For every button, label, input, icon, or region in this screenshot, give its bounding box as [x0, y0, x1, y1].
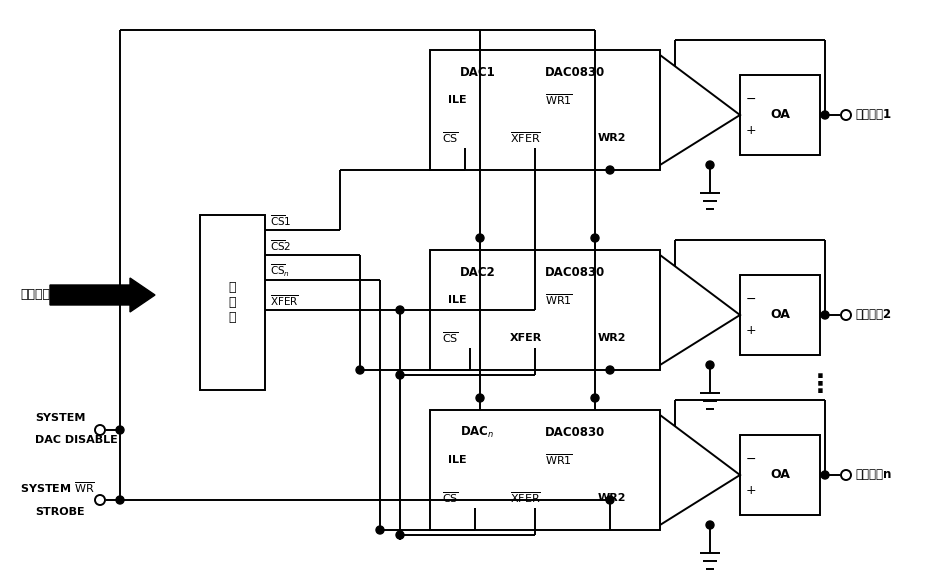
Polygon shape: [660, 55, 740, 165]
Text: $\overline{\mathrm{CS}}$1: $\overline{\mathrm{CS}}$1: [270, 214, 291, 228]
Text: −: −: [746, 92, 757, 106]
Text: SYSTEM $\overline{\mathrm{WR}}$: SYSTEM $\overline{\mathrm{WR}}$: [20, 481, 95, 495]
Text: 模拟输出1: 模拟输出1: [855, 109, 891, 121]
Circle shape: [606, 166, 614, 174]
Circle shape: [116, 426, 124, 434]
Text: $\overline{\mathrm{CS}}_n$: $\overline{\mathrm{CS}}_n$: [270, 263, 290, 279]
Circle shape: [396, 371, 404, 379]
Bar: [200, 215, 265, 390]
Text: DAC0830: DAC0830: [545, 65, 605, 79]
Circle shape: [476, 394, 484, 402]
Circle shape: [356, 366, 364, 374]
Circle shape: [95, 495, 105, 505]
Text: DAC DISABLE: DAC DISABLE: [35, 435, 117, 445]
Text: $\overline{\mathrm{CS}}$2: $\overline{\mathrm{CS}}$2: [270, 239, 291, 253]
Polygon shape: [50, 278, 155, 312]
Bar: [430, 50, 660, 170]
Circle shape: [116, 496, 124, 504]
Polygon shape: [660, 255, 740, 365]
Circle shape: [95, 425, 105, 435]
Text: OA: OA: [770, 309, 789, 321]
Circle shape: [821, 311, 829, 319]
Bar: [740, 275, 820, 355]
Text: WR2: WR2: [598, 133, 627, 143]
Text: ILE: ILE: [448, 295, 466, 305]
Text: OA: OA: [770, 469, 789, 481]
Text: DAC0830: DAC0830: [545, 265, 605, 279]
Text: 地址总线: 地址总线: [20, 288, 50, 302]
Circle shape: [821, 111, 829, 119]
Text: $\overline{\mathrm{CS}}$: $\overline{\mathrm{CS}}$: [442, 131, 459, 145]
Text: $\overline{\mathrm{WR1}}$: $\overline{\mathrm{WR1}}$: [545, 92, 573, 108]
Text: DAC$_n$: DAC$_n$: [460, 424, 494, 439]
Text: $\overline{\mathrm{XFER}}$: $\overline{\mathrm{XFER}}$: [510, 491, 541, 505]
Circle shape: [591, 234, 599, 242]
Text: SYSTEM: SYSTEM: [35, 413, 86, 423]
Circle shape: [706, 521, 714, 529]
Circle shape: [706, 161, 714, 169]
Text: ILE: ILE: [448, 95, 466, 105]
Bar: [430, 250, 660, 370]
Text: $\overline{\mathrm{CS}}$: $\overline{\mathrm{CS}}$: [442, 491, 459, 505]
Text: 模拟输出n: 模拟输出n: [855, 469, 891, 481]
Circle shape: [841, 110, 851, 120]
Text: $\overline{\mathrm{WR1}}$: $\overline{\mathrm{WR1}}$: [545, 453, 573, 468]
Text: −: −: [746, 292, 757, 306]
Text: $\overline{\mathrm{XFER}}$: $\overline{\mathrm{XFER}}$: [510, 131, 541, 145]
Text: $\overline{\mathrm{CS}}$: $\overline{\mathrm{CS}}$: [442, 331, 459, 345]
Circle shape: [591, 394, 599, 402]
Text: DAC2: DAC2: [460, 265, 495, 279]
Text: ⋮: ⋮: [807, 373, 832, 397]
Circle shape: [376, 526, 384, 534]
Circle shape: [841, 470, 851, 480]
Text: −: −: [746, 453, 757, 465]
Bar: [430, 410, 660, 530]
Circle shape: [396, 531, 404, 539]
Circle shape: [606, 496, 614, 504]
Text: ILE: ILE: [448, 455, 466, 465]
Text: XFER: XFER: [510, 333, 542, 343]
Circle shape: [476, 234, 484, 242]
Circle shape: [821, 471, 829, 479]
Text: WR2: WR2: [598, 493, 627, 503]
Text: STROBE: STROBE: [35, 507, 85, 517]
Circle shape: [841, 310, 851, 320]
Polygon shape: [660, 415, 740, 525]
Circle shape: [396, 306, 404, 314]
Text: +: +: [746, 324, 757, 338]
Bar: [740, 435, 820, 515]
Text: WR2: WR2: [598, 333, 627, 343]
Circle shape: [706, 361, 714, 369]
Text: +: +: [746, 484, 757, 498]
Text: $\overline{\mathrm{WR1}}$: $\overline{\mathrm{WR1}}$: [545, 292, 573, 307]
Text: 解
码
器: 解 码 器: [229, 281, 236, 324]
Text: +: +: [746, 124, 757, 138]
Text: OA: OA: [770, 109, 789, 121]
Text: 模拟输出2: 模拟输出2: [855, 309, 891, 321]
Text: DAC1: DAC1: [460, 65, 495, 79]
Text: DAC0830: DAC0830: [545, 425, 605, 439]
Circle shape: [606, 366, 614, 374]
Text: $\overline{\mathrm{XFER}}$: $\overline{\mathrm{XFER}}$: [270, 294, 299, 308]
Bar: [740, 75, 820, 155]
